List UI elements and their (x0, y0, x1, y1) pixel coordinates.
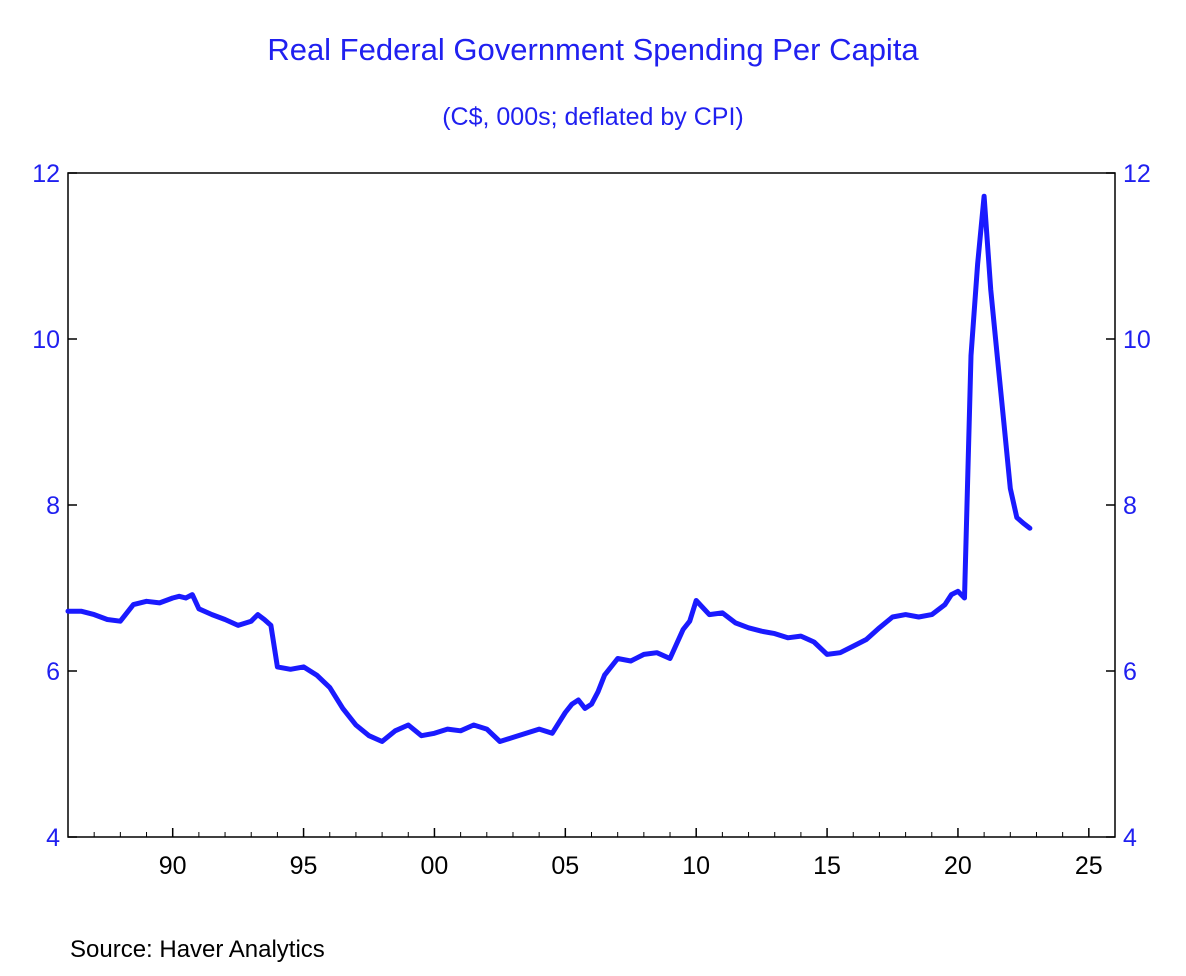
y-tick-right-label: 10 (1123, 326, 1151, 354)
x-tick-label: 10 (682, 852, 710, 880)
x-axis: 90 95 00 05 10 15 20 25 (67, 828, 1116, 880)
y-tick-left-label: 10 (32, 326, 60, 354)
y-axis-left: 4 6 8 10 12 (32, 160, 77, 852)
source-note: Source: Haver Analytics (70, 936, 325, 963)
y-tick-left-label: 12 (32, 160, 60, 188)
y-tick-right-label: 6 (1123, 658, 1137, 686)
chart-subtitle: (C$, 000s; deflated by CPI) (442, 103, 744, 131)
plot-area (67, 172, 1116, 838)
chart-title: Real Federal Government Spending Per Cap… (267, 32, 919, 67)
x-tick-label: 00 (421, 852, 449, 880)
x-tick-label: 15 (813, 852, 841, 880)
x-tick-label: 95 (290, 852, 318, 880)
series-line (65, 193, 1033, 744)
x-tick-label: 20 (944, 852, 972, 880)
x-tick-label: 25 (1075, 852, 1103, 880)
y-tick-left-label: 8 (46, 492, 60, 520)
y-tick-left-label: 4 (46, 824, 60, 852)
y-tick-right-label: 12 (1123, 160, 1151, 188)
y-axis-right: 4 6 8 10 12 (1106, 160, 1151, 852)
y-tick-right-label: 4 (1123, 824, 1137, 852)
y-tick-left-label: 6 (46, 658, 60, 686)
x-tick-label: 90 (159, 852, 187, 880)
x-tick-label: 05 (551, 852, 579, 880)
y-tick-right-label: 8 (1123, 492, 1137, 520)
